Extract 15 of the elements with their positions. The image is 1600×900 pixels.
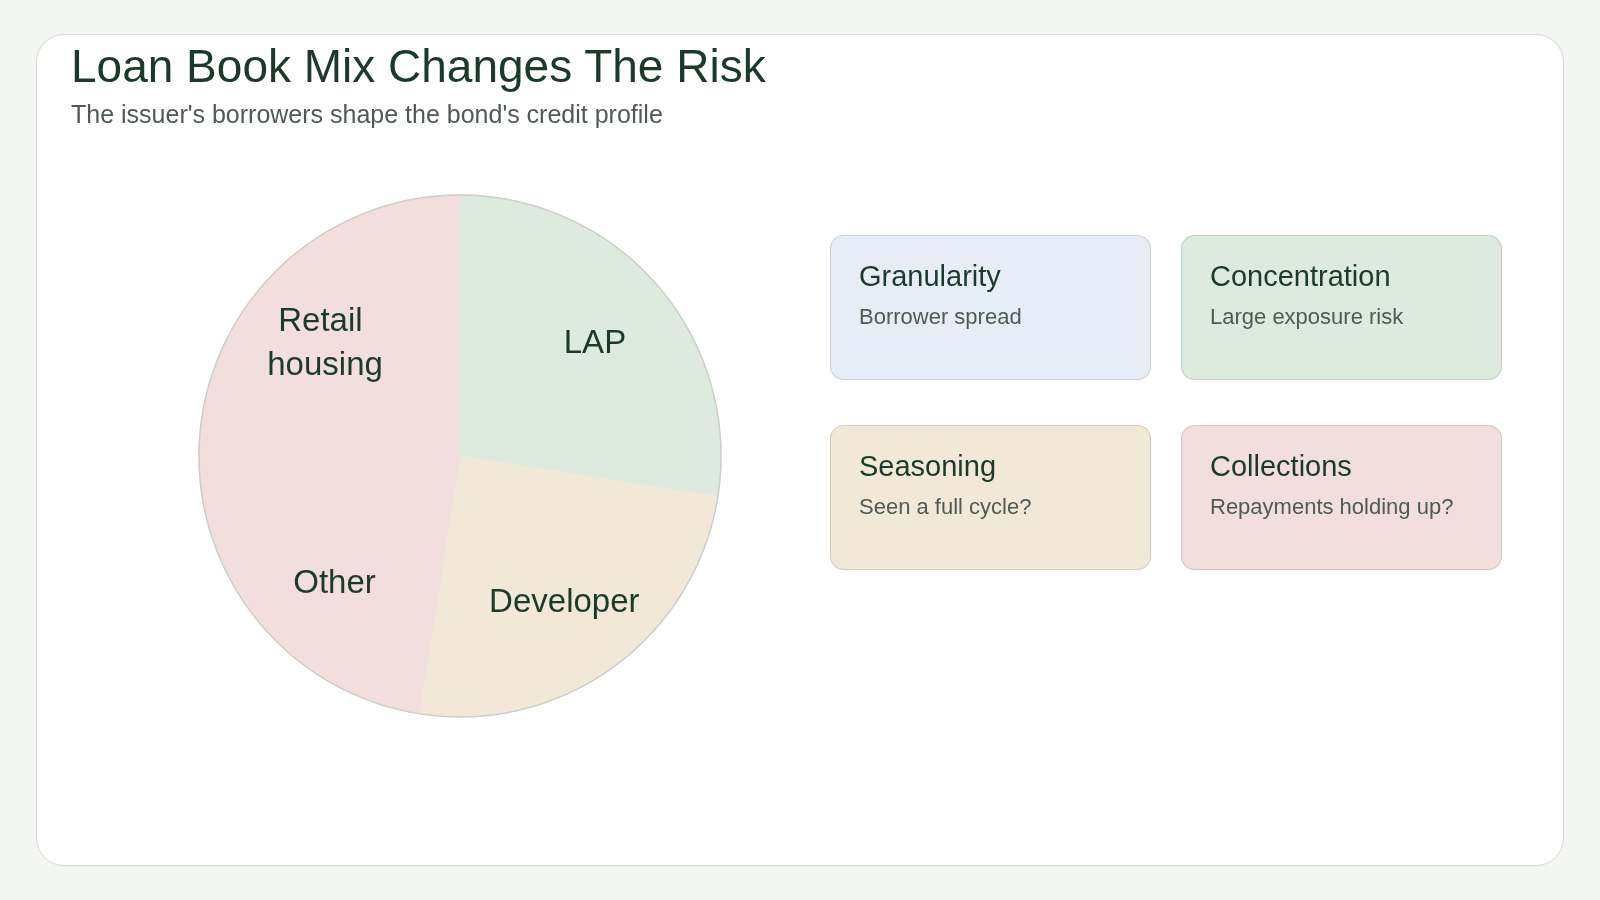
text: Large exposure risk — [1210, 304, 1404, 329]
chart-subtitle: The issuer's borrowers shape the bond's credit profile — [71, 100, 663, 128]
slice-label: Retail housing — [267, 300, 383, 382]
text: Borrower spread — [859, 304, 1022, 329]
category-label: Seasoning — [859, 450, 997, 482]
slice-label: LAP — [563, 322, 627, 360]
chart-title: Loan Book Mix Changes The Risk — [71, 40, 766, 92]
pie-slice — [459, 194, 722, 498]
category-label: Granularity — [859, 260, 1001, 292]
slice-label: Other — [293, 563, 376, 600]
category-label: Concentration — [1210, 260, 1391, 292]
category-label: Collections — [1210, 450, 1352, 482]
text: Repayments holding up? — [1210, 494, 1454, 519]
slice-label: Developer — [489, 581, 640, 619]
text: Seen a full cycle? — [859, 494, 1032, 519]
